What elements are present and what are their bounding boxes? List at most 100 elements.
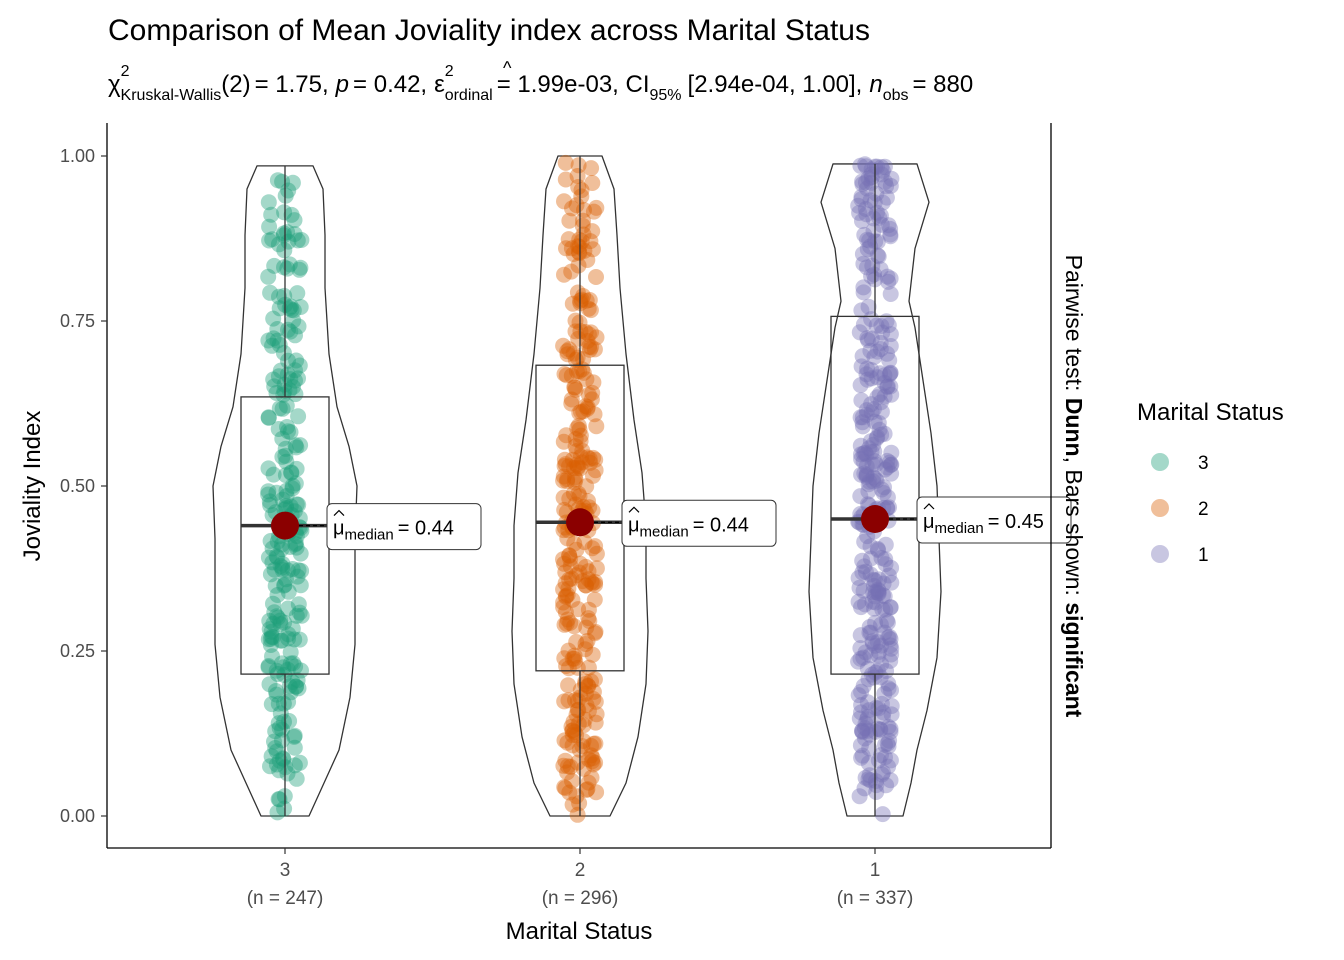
- data-point: [566, 724, 583, 740]
- data-point: [867, 471, 884, 487]
- data-point: [851, 204, 868, 221]
- data-point: [870, 542, 887, 559]
- data-point: [563, 718, 580, 735]
- data-point: [267, 577, 284, 594]
- data-point: [880, 675, 897, 692]
- data-point: [883, 559, 900, 576]
- data-point: [266, 604, 283, 621]
- data-point: [869, 233, 886, 250]
- data-point: [557, 154, 574, 171]
- data-point: [276, 577, 292, 594]
- data-point: [881, 732, 898, 749]
- data-point: [585, 683, 602, 700]
- data-point: [852, 650, 869, 667]
- data-point: [588, 269, 604, 285]
- data-point: [268, 743, 285, 760]
- data-point: [883, 574, 900, 591]
- data-point: [882, 631, 899, 648]
- data-point: [876, 388, 893, 405]
- median-label: μmedian = 0.44: [628, 514, 749, 540]
- data-point: [275, 751, 292, 768]
- data-point: [578, 371, 595, 388]
- data-point: [585, 449, 602, 466]
- data-point: [858, 466, 875, 483]
- data-point: [878, 612, 895, 629]
- plot-panel: μmedian = 0.44 μmedian = 0.44 μmedian = 0.45: [212, 154, 1072, 823]
- data-point: [859, 259, 875, 276]
- data-point: [866, 413, 883, 430]
- data-point: [867, 664, 884, 681]
- data-point: [585, 735, 602, 752]
- data-point: [584, 384, 601, 401]
- data-point: [858, 158, 874, 175]
- data-point: [263, 748, 280, 765]
- data-point: [585, 690, 602, 707]
- data-point: [561, 490, 578, 507]
- data-point: [853, 358, 870, 375]
- data-point: [284, 477, 301, 494]
- data-point: [587, 714, 604, 731]
- data-point: [577, 641, 594, 658]
- data-point: [571, 564, 588, 581]
- data-point: [561, 458, 577, 475]
- data-point: [860, 771, 877, 788]
- data-point: [856, 780, 873, 797]
- n-symbol: n: [869, 71, 882, 98]
- data-point: [567, 692, 583, 709]
- data-point: [277, 447, 294, 464]
- data-point: [863, 396, 880, 413]
- data-point: [865, 571, 882, 588]
- data-point: [883, 386, 900, 403]
- data-point: [873, 318, 890, 334]
- data-point: [264, 554, 281, 571]
- data-point: [285, 312, 302, 329]
- data-point: [556, 451, 573, 468]
- data-point: [271, 288, 287, 305]
- data-point: [863, 370, 880, 387]
- data-point: [859, 371, 876, 388]
- data-point: [883, 465, 900, 482]
- data-point: [882, 286, 899, 302]
- data-point: [583, 324, 599, 341]
- data-point: [569, 420, 586, 437]
- data-point: [584, 646, 601, 663]
- data-point: [857, 156, 873, 173]
- data-point: [562, 558, 579, 575]
- median-label: μmedian = 0.45: [923, 511, 1044, 537]
- data-point: [286, 212, 303, 229]
- data-point: [286, 226, 303, 242]
- data-point: [566, 469, 583, 486]
- data-point: [871, 386, 888, 403]
- data-point: [570, 330, 587, 347]
- data-point: [574, 573, 591, 590]
- data-point: [869, 158, 885, 175]
- data-point: [556, 616, 573, 633]
- data-point: [570, 257, 587, 274]
- data-point: [271, 336, 288, 353]
- median-point: [271, 511, 299, 540]
- data-point: [864, 456, 881, 473]
- data-point: [850, 593, 867, 610]
- data-point: [858, 206, 875, 223]
- data-point: [860, 170, 877, 187]
- data-point: [585, 756, 602, 773]
- data-point: [287, 536, 304, 553]
- data-point: [568, 567, 585, 584]
- data-point: [565, 485, 582, 502]
- x-tick-n-label: (n = 296): [542, 888, 619, 909]
- data-point: [575, 288, 592, 304]
- data-point: [274, 750, 291, 767]
- data-point: [570, 157, 587, 174]
- data-point: [557, 780, 574, 797]
- data-point: [878, 313, 895, 330]
- data-point: [555, 337, 572, 354]
- data-point: [577, 676, 594, 693]
- data-point: [882, 723, 899, 740]
- data-point: [881, 454, 898, 471]
- data-point: [288, 439, 305, 456]
- data-point: [879, 345, 896, 362]
- data-point: [274, 721, 291, 738]
- data-point: [293, 232, 310, 248]
- data-point: [862, 772, 879, 789]
- data-point: [287, 678, 304, 695]
